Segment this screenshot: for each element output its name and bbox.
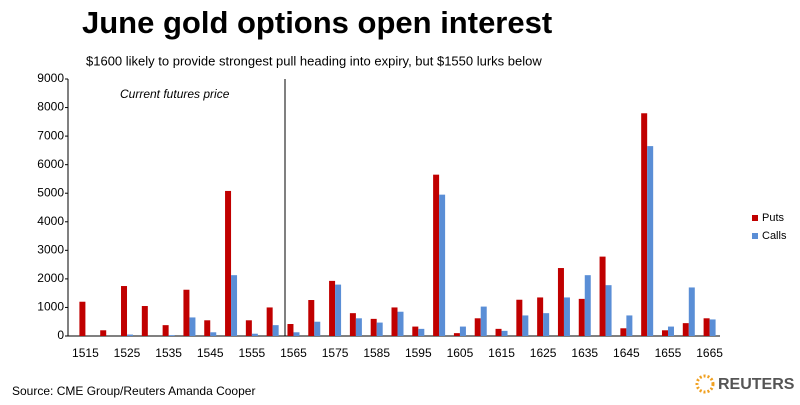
bar [272,325,279,336]
bar [682,323,689,336]
bar [516,299,523,336]
bar [314,321,321,336]
bar [626,315,633,336]
bar [439,194,446,336]
bar [495,328,502,336]
legend-label: Puts [762,212,785,224]
source: Source: CME Group/Reuters Amanda Cooper [12,384,255,398]
bar [245,320,252,336]
bar [210,332,217,336]
bar [376,322,383,336]
x-tick-label: 1645 [613,346,640,360]
x-tick-label: 1535 [155,346,182,360]
chart-title: June gold options open interest [82,5,552,40]
bar [501,330,508,336]
bar [168,335,175,336]
x-tick-label: 1585 [363,346,390,360]
x-tick-label: 1635 [571,346,598,360]
x-tick-label: 1555 [239,346,266,360]
bar [412,326,419,336]
bar [204,320,211,336]
bar [397,311,404,336]
x-tick-label: 1525 [114,346,141,360]
bar [563,297,570,336]
bar [370,318,377,336]
bar [335,284,342,336]
x-tick-label: 1665 [696,346,723,360]
bar [599,256,606,336]
bar [79,301,86,336]
bar [709,319,716,336]
bar [418,328,425,336]
y-tick-label: 3000 [37,243,64,257]
bar [329,280,336,336]
bar [584,275,591,336]
bar [474,318,481,336]
x-tick-label: 1545 [197,346,224,360]
bar [266,307,273,336]
bar [287,324,294,336]
chart-subtitle: $1600 likely to provide strongest pull h… [86,53,542,68]
bar [453,333,460,336]
y-tick-label: 6000 [37,157,64,171]
bar [688,287,695,336]
bar [703,318,710,336]
y-tick-label: 7000 [37,128,64,142]
bar [355,318,362,336]
logo: REUTERS [718,376,795,393]
bar [293,332,300,336]
bar [189,317,196,336]
bar [162,325,169,336]
bar [127,334,134,336]
bar [647,146,654,336]
bar [391,307,398,336]
bar [308,300,315,336]
bar [667,326,674,336]
legend-swatch [752,233,758,239]
bar [661,330,668,336]
bar [605,285,612,336]
bar [121,286,128,336]
bar [225,190,232,336]
y-tick-label: 9000 [37,71,64,85]
legend-label: Calls [762,230,787,242]
bar [543,313,550,336]
bar [557,268,564,336]
bar [141,306,148,336]
y-tick-label: 8000 [37,100,64,114]
x-tick-label: 1615 [488,346,515,360]
bar [522,315,529,336]
bar [183,289,190,336]
bar [100,330,107,336]
annotation: Current futures price [120,87,230,101]
bar [251,333,258,336]
x-tick-label: 1605 [447,346,474,360]
bar [459,326,466,336]
x-tick-label: 1625 [530,346,557,360]
x-tick-label: 1565 [280,346,307,360]
bar [480,306,487,336]
bar [578,298,585,336]
x-tick-label: 1595 [405,346,432,360]
logo-icon [695,374,715,394]
bar [537,297,544,336]
y-tick-label: 5000 [37,185,64,199]
bar [231,275,238,336]
bar [620,328,627,336]
x-tick-label: 1575 [322,346,349,360]
bar [349,313,356,336]
y-tick-label: 0 [57,328,64,342]
bar [433,174,440,336]
y-tick-label: 4000 [37,214,64,228]
x-tick-label: 1655 [655,346,682,360]
y-tick-label: 1000 [37,300,64,314]
legend-swatch [752,215,758,221]
x-tick-label: 1515 [72,346,99,360]
bar [641,113,648,337]
y-tick-label: 2000 [37,271,64,285]
